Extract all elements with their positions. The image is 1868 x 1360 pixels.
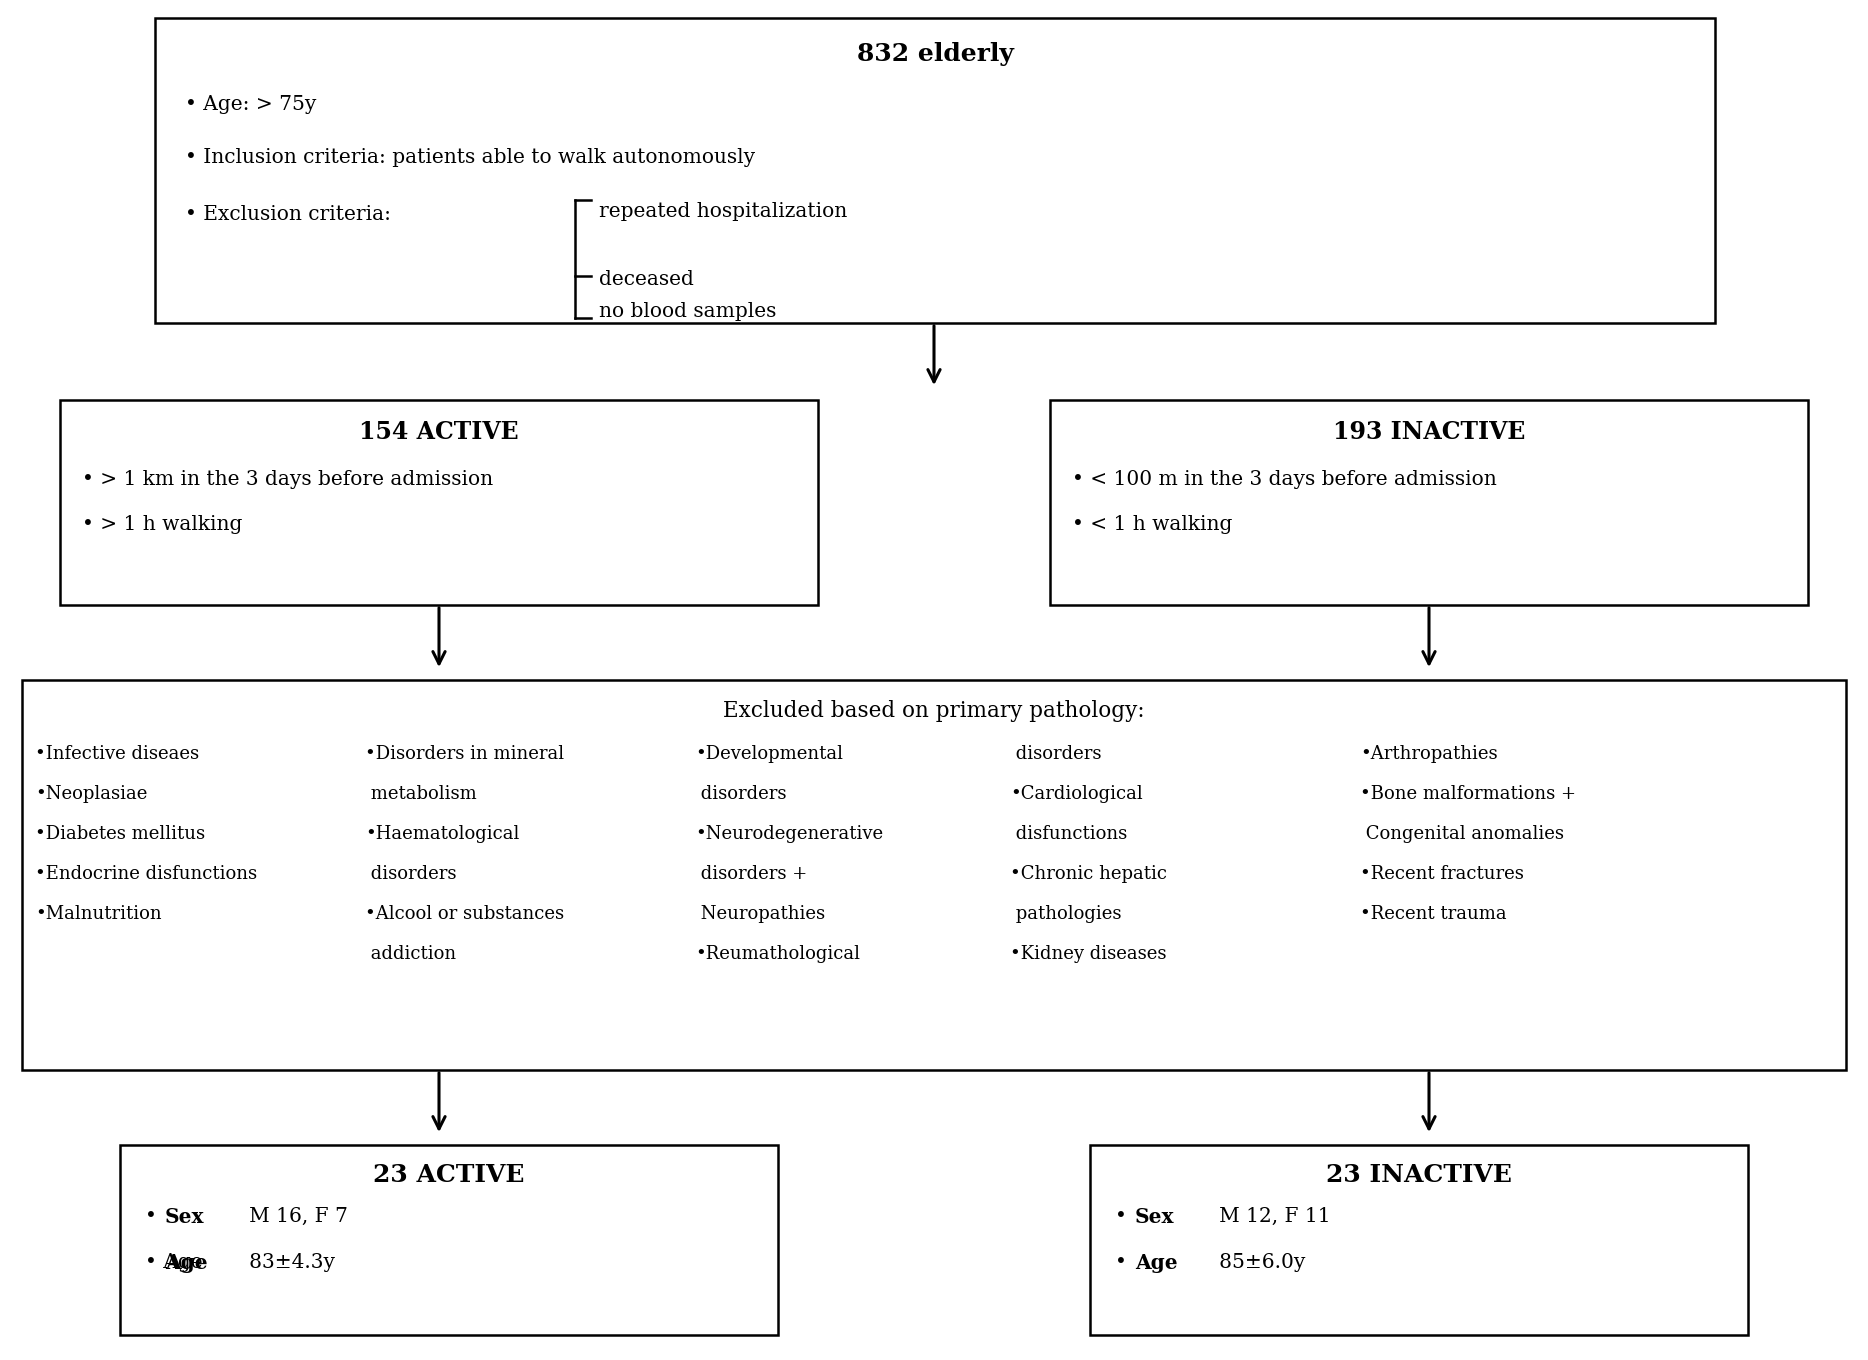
Text: • < 1 h walking: • < 1 h walking [1072, 515, 1233, 534]
Text: disorders: disorders [1011, 745, 1102, 763]
Text: deceased: deceased [600, 271, 693, 290]
Text: no blood samples: no blood samples [600, 302, 777, 321]
Text: M 12, F 11: M 12, F 11 [1199, 1208, 1330, 1225]
Text: •: • [1115, 1208, 1126, 1225]
Text: •Haematological: •Haematological [364, 826, 519, 843]
Text: 193 INACTIVE: 193 INACTIVE [1332, 420, 1524, 443]
Text: •Arthropathies: •Arthropathies [1360, 745, 1498, 763]
Text: •Neurodegenerative: •Neurodegenerative [695, 826, 884, 843]
Text: Age: Age [164, 1253, 207, 1273]
Text: pathologies: pathologies [1011, 904, 1121, 923]
Text: •Recent trauma: •Recent trauma [1360, 904, 1507, 923]
Text: • Exclusion criteria:: • Exclusion criteria: [185, 205, 398, 224]
Bar [60, 400, 818, 605]
Text: Excluded based on primary pathology:: Excluded based on primary pathology: [723, 700, 1145, 722]
Bar [1050, 400, 1808, 605]
Text: •: • [1115, 1253, 1126, 1272]
Bar [120, 1145, 777, 1336]
Text: •Disorders in mineral: •Disorders in mineral [364, 745, 564, 763]
Text: 154 ACTIVE: 154 ACTIVE [359, 420, 519, 443]
Text: •Developmental: •Developmental [695, 745, 842, 763]
Text: •Infective diseaes: •Infective diseaes [35, 745, 200, 763]
Text: Sex: Sex [1136, 1208, 1175, 1227]
Text: • > 1 km in the 3 days before admission: • > 1 km in the 3 days before admission [82, 471, 493, 490]
Text: disfunctions: disfunctions [1011, 826, 1126, 843]
Text: •Endocrine disfunctions: •Endocrine disfunctions [35, 865, 258, 883]
Text: •Chronic hepatic: •Chronic hepatic [1011, 865, 1168, 883]
Text: •Neoplasiae: •Neoplasiae [35, 785, 148, 802]
Text: 23 INACTIVE: 23 INACTIVE [1326, 1163, 1511, 1187]
Text: • > 1 h walking: • > 1 h walking [82, 515, 243, 534]
Text: •Bone malformations +: •Bone malformations + [1360, 785, 1577, 802]
Bar [1091, 1145, 1748, 1336]
Text: • Age: • Age [146, 1253, 202, 1272]
Text: •Recent fractures: •Recent fractures [1360, 865, 1524, 883]
Text: 23 ACTIVE: 23 ACTIVE [374, 1163, 525, 1187]
Text: •Cardiological: •Cardiological [1011, 785, 1143, 802]
Text: •Reumathological: •Reumathological [695, 945, 859, 963]
Bar [155, 18, 1715, 324]
Text: M 16, F 7: M 16, F 7 [230, 1208, 347, 1225]
Text: • Inclusion criteria: patients able to walk autonomously: • Inclusion criteria: patients able to w… [185, 148, 755, 167]
Text: repeated hospitalization: repeated hospitalization [600, 203, 848, 220]
Text: • < 100 m in the 3 days before admission: • < 100 m in the 3 days before admission [1072, 471, 1496, 490]
Text: • Age: > 75y: • Age: > 75y [185, 95, 316, 114]
Text: 832 elderly: 832 elderly [857, 42, 1014, 67]
Text: •Kidney diseases: •Kidney diseases [1011, 945, 1166, 963]
Text: Age: Age [1136, 1253, 1177, 1273]
Text: disorders: disorders [364, 865, 456, 883]
Text: metabolism: metabolism [364, 785, 476, 802]
Text: Neuropathies: Neuropathies [695, 904, 826, 923]
Text: disorders: disorders [695, 785, 786, 802]
Text: 83±4.3y: 83±4.3y [230, 1253, 334, 1272]
Text: addiction: addiction [364, 945, 456, 963]
Bar [22, 680, 1846, 1070]
Text: disorders +: disorders + [695, 865, 807, 883]
Text: 85±6.0y: 85±6.0y [1199, 1253, 1306, 1272]
Text: •Alcool or substances: •Alcool or substances [364, 904, 564, 923]
Text: Sex: Sex [164, 1208, 204, 1227]
Text: •: • [146, 1208, 157, 1225]
Text: •Malnutrition: •Malnutrition [35, 904, 163, 923]
Text: •Diabetes mellitus: •Diabetes mellitus [35, 826, 205, 843]
Text: Congenital anomalies: Congenital anomalies [1360, 826, 1564, 843]
